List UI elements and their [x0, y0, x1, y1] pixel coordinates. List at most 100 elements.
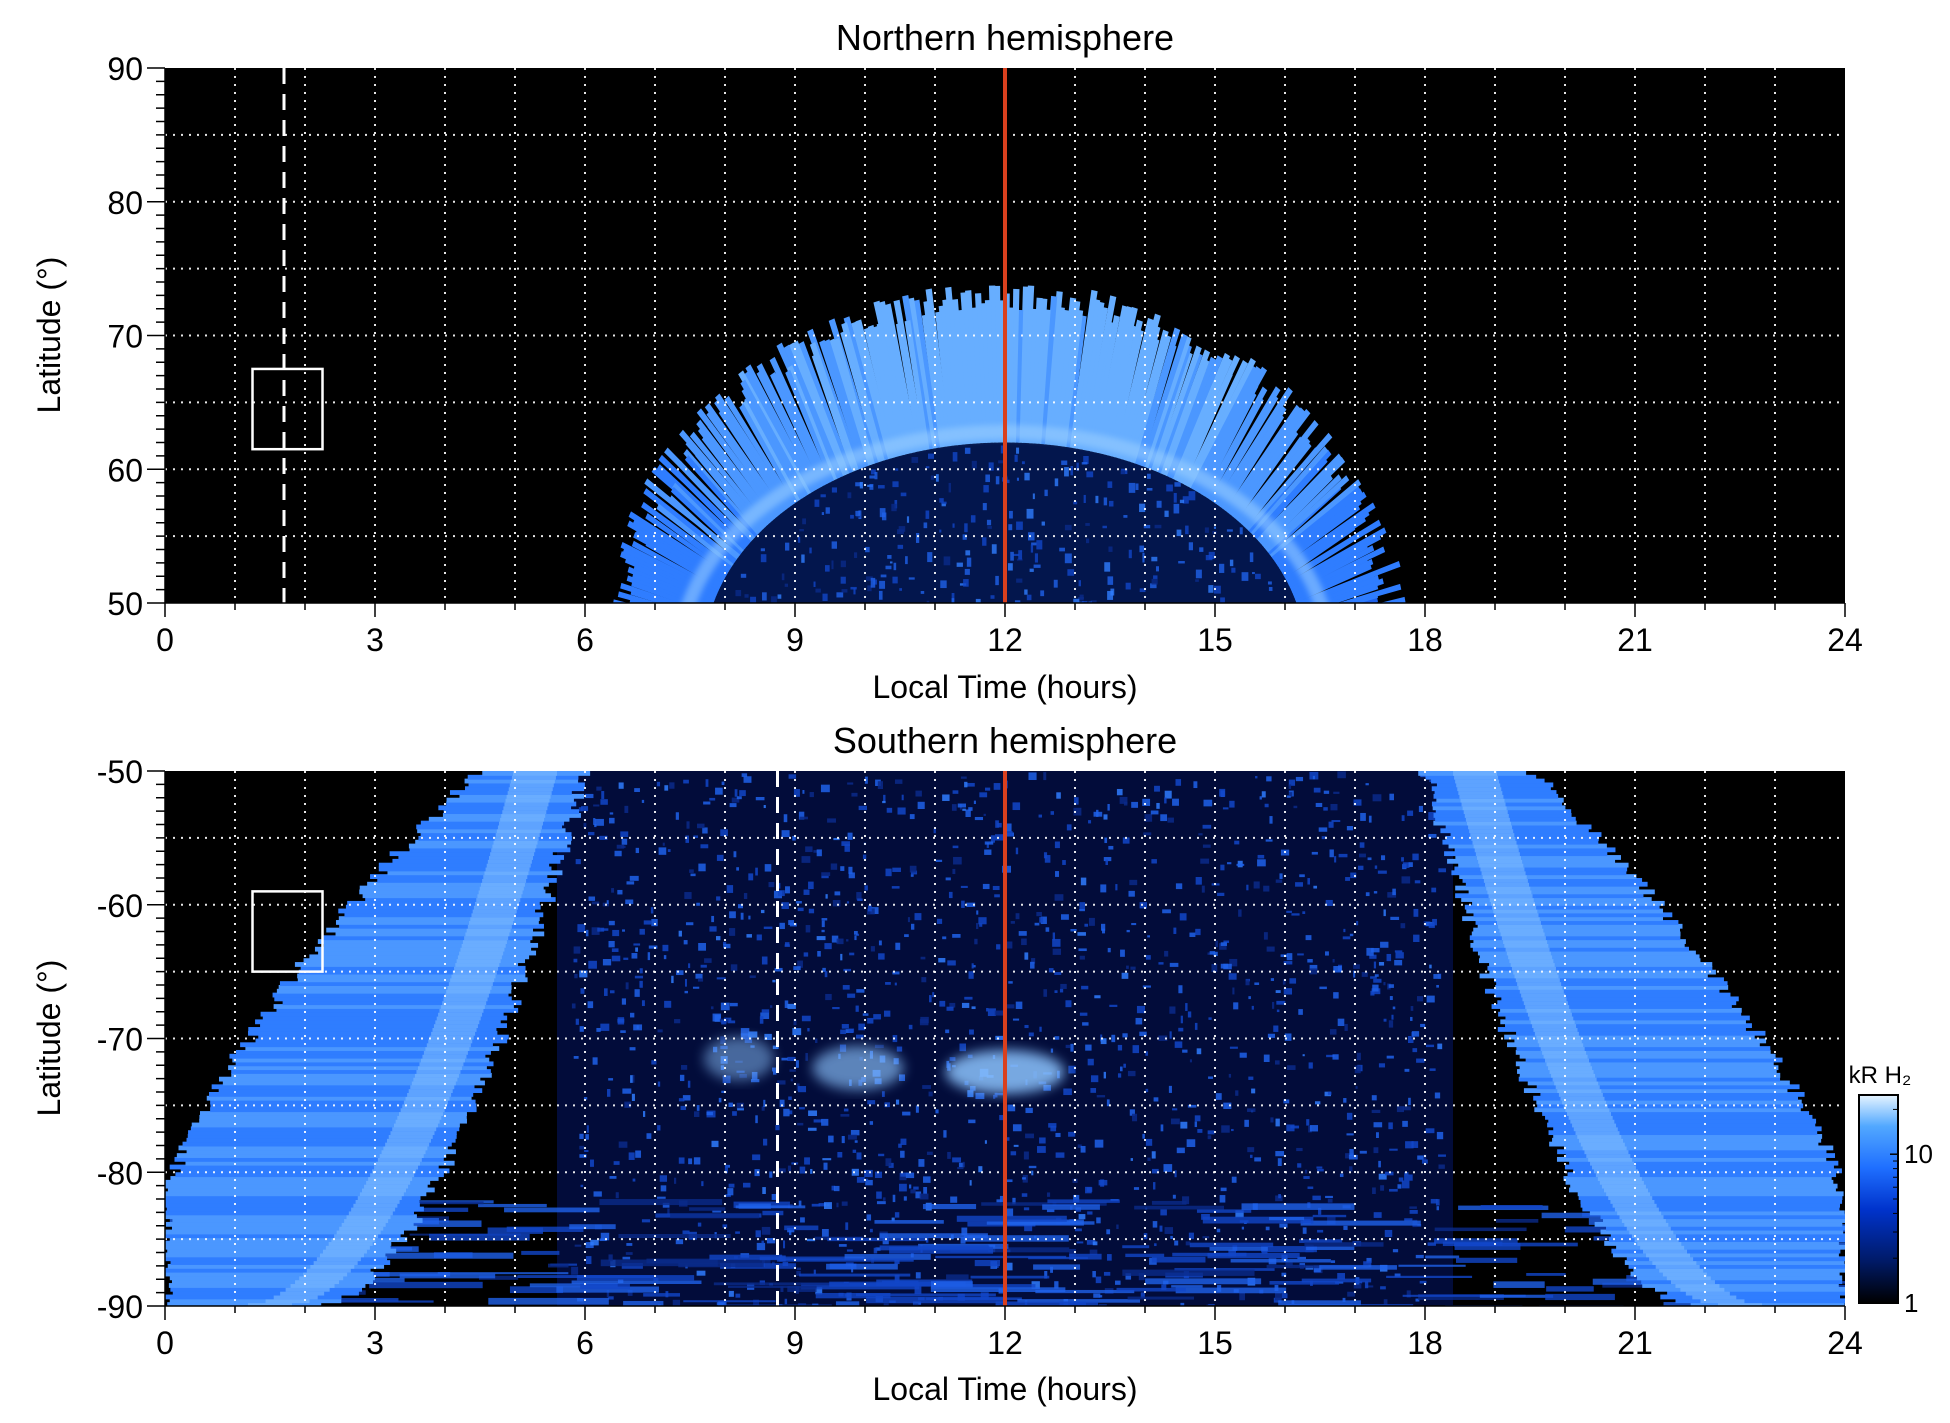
polar-streak	[1602, 1282, 1676, 1288]
emission-speckle	[1219, 788, 1226, 797]
emission-speckle	[728, 1183, 735, 1188]
emission-speckle	[1345, 877, 1351, 881]
oval-ridge-segment	[1517, 981, 1562, 986]
emission-speckle	[1346, 1112, 1353, 1120]
emission-speckle	[777, 1080, 786, 1085]
emission-speckle	[1267, 581, 1272, 585]
oval-segment	[851, 321, 892, 460]
emission-speckle	[996, 944, 1001, 950]
polar-streak	[930, 1287, 1066, 1293]
emission-speckle	[1175, 647, 1179, 656]
emission-speckle	[1302, 1054, 1305, 1057]
emission-speckle	[1008, 981, 1013, 984]
emission-speckle	[1295, 628, 1299, 633]
emission-speckle	[1420, 1023, 1426, 1028]
emission-speckle	[1073, 598, 1080, 603]
emission-speckle	[853, 588, 856, 595]
polar-streak	[618, 1234, 731, 1239]
y-tick-label: 90	[107, 51, 143, 87]
emission-speckle	[624, 1101, 632, 1108]
emission-speckle	[1373, 891, 1378, 894]
emission-speckle	[1220, 1187, 1227, 1192]
emission-speckle	[846, 939, 849, 942]
emission-speckle	[866, 576, 873, 581]
polar-streak	[437, 1272, 569, 1275]
emission-speckle	[1436, 984, 1439, 988]
emission-speckle	[1077, 932, 1086, 936]
emission-speckle	[974, 938, 978, 945]
emission-speckle	[1107, 576, 1114, 585]
emission-speckle	[1392, 1006, 1396, 1010]
oval-segment	[921, 314, 944, 448]
emission-speckle	[1031, 542, 1037, 546]
emission-speckle	[697, 1222, 702, 1227]
emission-speckle	[1229, 800, 1235, 808]
emission-speckle	[1015, 1001, 1023, 1009]
oval-arm-segment	[1594, 1221, 1843, 1227]
oval-segment	[884, 303, 919, 453]
emission-speckle	[586, 1125, 589, 1133]
emission-speckle	[676, 970, 684, 976]
emission-speckle	[1009, 510, 1013, 519]
polar-streak	[930, 1284, 1036, 1289]
emission-speckle	[722, 1224, 728, 1228]
emission-speckle	[1413, 908, 1419, 917]
emission-speckle	[1282, 979, 1286, 985]
emission-speckle	[1297, 953, 1304, 956]
emission-speckle	[1070, 1043, 1074, 1052]
emission-speckle	[724, 1165, 728, 1174]
emission-speckle	[841, 628, 843, 637]
emission-speckle	[976, 910, 979, 915]
polar-streak	[1033, 1264, 1081, 1270]
emission-speckle	[1115, 884, 1118, 891]
oval-arm-segment	[258, 1034, 509, 1040]
oval-ridge-segment	[1470, 832, 1515, 837]
emission-speckle	[1337, 771, 1346, 779]
emission-speckle	[743, 893, 748, 900]
emission-speckle	[842, 985, 850, 990]
emission-speckle	[1004, 479, 1010, 484]
emission-speckle	[913, 644, 918, 651]
polar-streak	[815, 1292, 891, 1299]
emission-speckle	[967, 1090, 974, 1098]
emission-speckle	[904, 617, 910, 620]
emission-speckle	[1013, 1144, 1019, 1147]
oval-arm-segment	[276, 988, 512, 994]
oval-arm-segment	[255, 1038, 508, 1044]
emission-speckle	[1054, 1281, 1059, 1289]
oval-arm-segment	[165, 1202, 420, 1208]
emission-speckle	[850, 514, 854, 519]
oval-ridge-segment	[295, 1279, 340, 1285]
polar-streak	[1269, 1216, 1305, 1221]
oval-segment	[1271, 484, 1361, 560]
emission-speckle	[795, 1060, 799, 1068]
emission-speckle	[876, 1191, 882, 1199]
oval-ridge-segment	[403, 1099, 448, 1105]
emission-speckle	[899, 588, 903, 591]
emission-speckle	[919, 624, 923, 633]
emission-speckle	[579, 1133, 584, 1139]
emission-speckle	[1044, 855, 1051, 863]
emission-speckle	[881, 1091, 885, 1097]
oval-arm-segment	[1491, 1004, 1732, 1009]
emission-speckle	[1188, 491, 1196, 501]
polar-streak	[1266, 1264, 1369, 1269]
emission-speckle	[882, 800, 886, 804]
emission-speckle	[911, 457, 919, 463]
emission-speckle	[593, 804, 600, 807]
emission-speckle	[713, 615, 715, 620]
oval-ridge-segment	[509, 782, 554, 788]
oval-arm-segment	[1553, 1134, 1823, 1139]
oval-ridge-segment	[1646, 1252, 1691, 1258]
emission-speckle	[851, 1168, 859, 1176]
emission-speckle	[633, 1024, 643, 1031]
emission-speckle	[1356, 1052, 1361, 1061]
emission-speckle	[702, 827, 708, 834]
emission-speckle	[1054, 1036, 1060, 1040]
oval-ridge-segment	[1461, 801, 1506, 807]
emission-speckle	[698, 863, 706, 872]
emission-speckle	[675, 1239, 684, 1245]
oval-ridge-segment	[1637, 1241, 1682, 1246]
polar-streak	[931, 1281, 973, 1288]
emission-speckle	[891, 1217, 895, 1222]
